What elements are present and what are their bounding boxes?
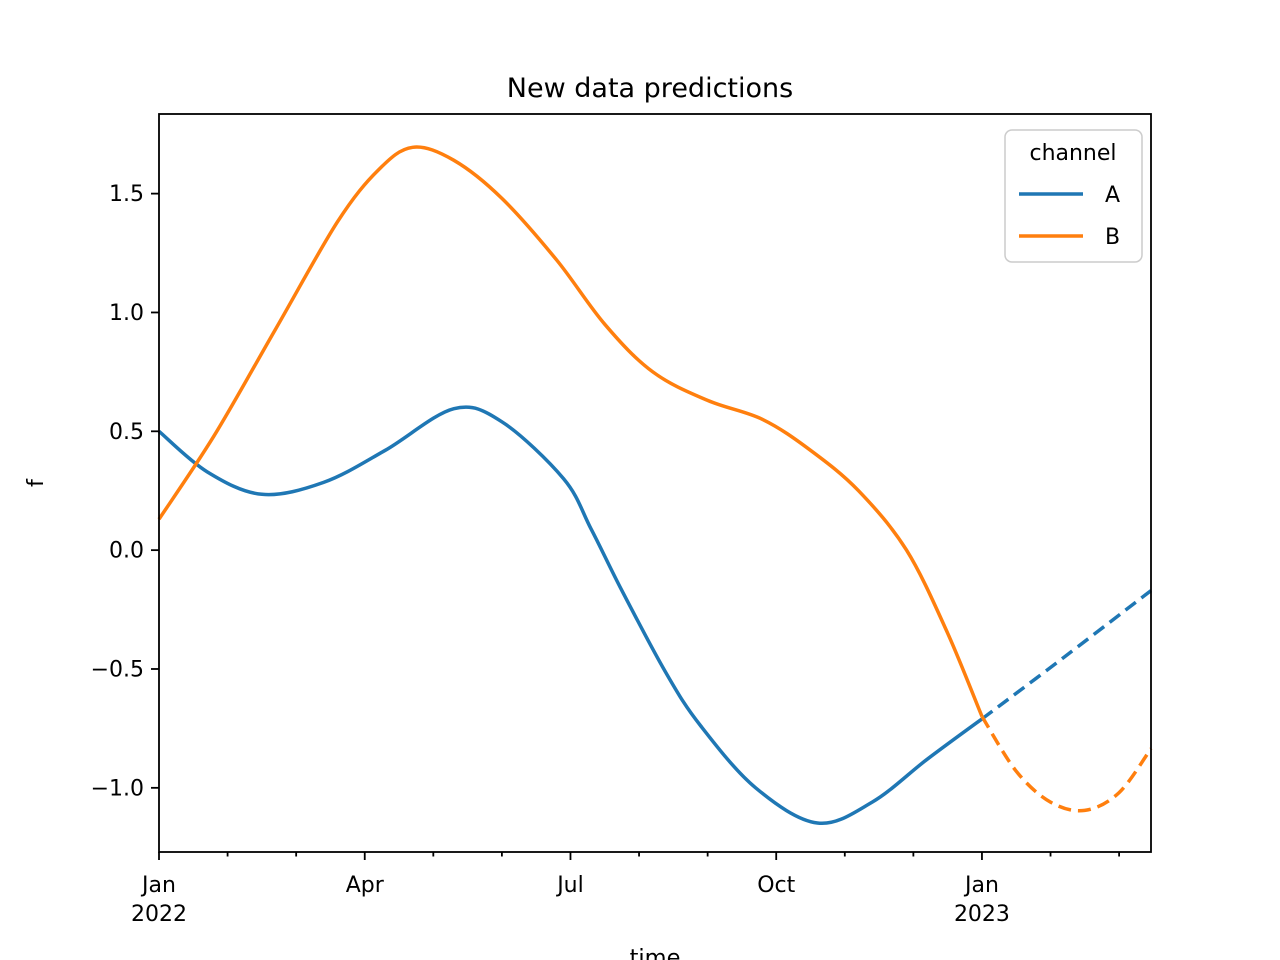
x-tick-year-label: 2023 — [954, 902, 1010, 927]
x-axis-ticks: Jan 2022 Apr Jul Oct Jan 2023 — [131, 852, 1121, 927]
legend-title: channel — [1029, 141, 1116, 166]
x-tick-label: Oct — [757, 873, 795, 898]
series-B-prediction — [980, 715, 1153, 813]
x-tick-label: Jul — [555, 873, 584, 898]
y-tick-label: −0.5 — [91, 657, 144, 682]
x-tick-label: Jan — [963, 873, 999, 898]
legend-box — [1004, 129, 1143, 263]
chart-title: New data predictions — [507, 73, 793, 104]
series-A-prediction — [980, 589, 1153, 721]
y-tick-label: 0.5 — [109, 420, 144, 445]
x-tick-year-label: 2022 — [131, 902, 187, 927]
y-axis-ticks: 1.5 1.0 0.5 0.0 −0.5 −1.0 — [91, 182, 159, 801]
legend-entry-a-label: A — [1105, 183, 1120, 208]
x-tick-label: Jan — [140, 873, 176, 898]
plot-series — [157, 145, 1153, 825]
y-tick-label: 0.0 — [109, 539, 144, 564]
legend: channel A B — [1004, 129, 1143, 263]
series-B-observed — [157, 145, 984, 718]
plot-border — [158, 113, 1152, 853]
y-tick-label: 1.5 — [109, 182, 144, 207]
y-tick-label: −1.0 — [91, 776, 144, 801]
series-A-observed — [157, 405, 984, 825]
x-axis-label: time — [630, 945, 681, 960]
y-axis-label: f — [23, 478, 49, 487]
legend-entry-b-label: B — [1105, 225, 1120, 250]
y-tick-label: 1.0 — [109, 301, 144, 326]
x-tick-label: Apr — [346, 873, 385, 898]
